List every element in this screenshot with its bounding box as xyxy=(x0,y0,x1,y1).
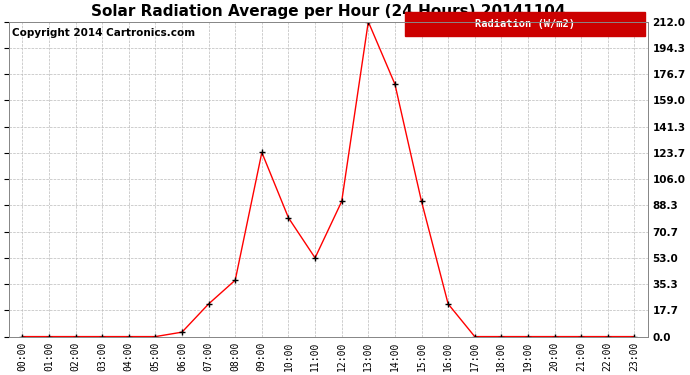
Text: Radiation (W/m2): Radiation (W/m2) xyxy=(475,19,575,29)
Text: Copyright 2014 Cartronics.com: Copyright 2014 Cartronics.com xyxy=(12,28,195,38)
FancyBboxPatch shape xyxy=(405,12,644,36)
Title: Solar Radiation Average per Hour (24 Hours) 20141104: Solar Radiation Average per Hour (24 Hou… xyxy=(91,4,566,19)
